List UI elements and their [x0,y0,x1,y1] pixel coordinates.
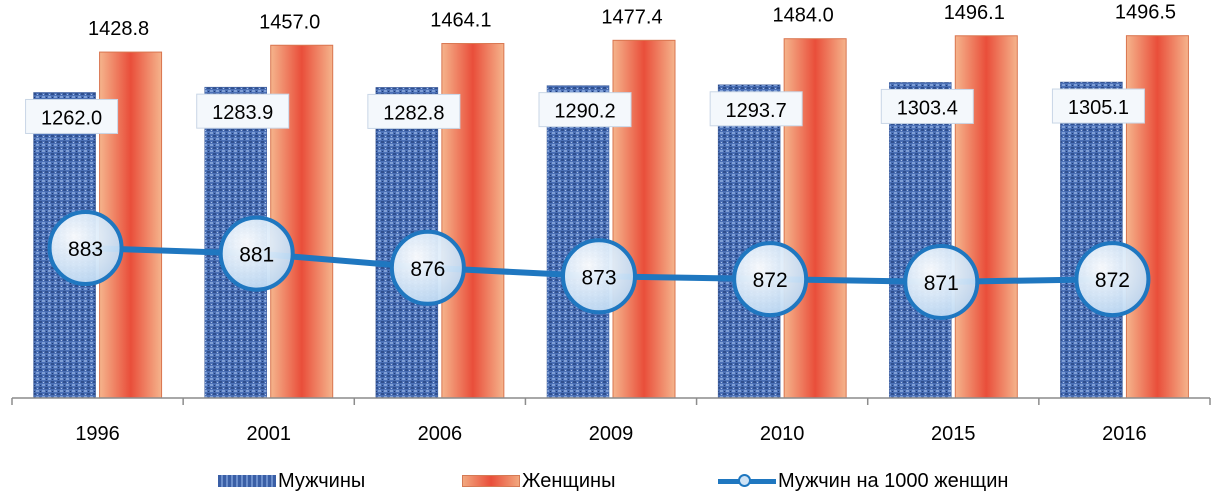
legend-label-men: Мужчины [278,469,366,492]
legend-label-women: Женщины [522,469,616,492]
data-label-ratio: 871 [924,272,959,295]
legend: Мужчины Женщины Мужчин на 1000 женщин [0,468,1226,494]
x-tick-label: 2010 [760,423,805,445]
legend-swatch-ratio [718,474,776,488]
data-label-women: 1457.0 [259,11,320,33]
legend-label-ratio: Мужчин на 1000 женщин [778,469,1009,492]
data-label-women: 1496.5 [1115,2,1176,24]
chart-canvas: 1996 2001 2006 2009 2010 2015 2016 883 881 876 87… [11,2,1211,445]
ratio-marker [732,241,809,318]
data-label-women: 1464.1 [430,10,491,32]
ratio-marker [47,209,124,286]
x-tick-label: 2006 [418,423,463,445]
data-label-men: 1303.4 [897,97,958,119]
data-label-men: 1282.8 [383,102,444,124]
legend-item-men: Мужчины [218,468,365,494]
legend-swatch-men [218,475,276,487]
x-tick-label: 2009 [589,423,634,445]
x-tick-label: 1996 [75,423,120,445]
data-label-box-men [709,91,803,127]
data-label-ratio: 883 [68,238,103,261]
data-labels-layer: 1262.0 1428.8 1283.9 1457.0 1282.8 1464.1 1290… [25,2,1176,134]
legend-swatch-women [462,475,520,487]
data-label-box-men [880,88,974,124]
data-label-women: 1477.4 [601,6,662,28]
ratio-marker [561,238,637,315]
data-label-men: 1262.0 [41,107,102,129]
data-label-men: 1293.7 [726,100,787,122]
data-label-box-men [196,93,290,129]
ratio-marker [903,243,980,320]
ratio-line-layer: 883 881 876 873 872 871 872 [47,209,1151,320]
x-tick-label: 2001 [246,423,291,445]
data-label-ratio: 872 [753,269,788,292]
data-label-women: 1484.0 [773,5,834,27]
data-label-ratio: 873 [581,266,616,289]
bars-layer [33,35,1189,399]
data-label-ratio: 872 [1095,269,1130,292]
data-label-women: 1428.8 [88,18,149,40]
data-label-men: 1305.1 [1068,97,1129,119]
ratio-marker [389,229,466,306]
data-label-men: 1290.2 [554,101,615,123]
ratio-marker [1074,241,1151,318]
data-label-box-men [25,98,119,134]
legend-item-women: Женщины [462,468,615,494]
data-label-ratio: 876 [410,258,445,281]
x-axis: 1996 2001 2006 2009 2010 2015 2016 [11,397,1211,445]
data-label-ratio: 881 [239,244,274,267]
bar-men-2015 [889,82,952,399]
data-label-box-men [538,92,632,128]
bar-men-2016 [1060,81,1123,399]
data-label-women: 1496.1 [944,2,1005,24]
data-label-box-men [367,93,461,129]
ratio-marker [218,215,295,292]
data-label-men: 1283.9 [212,102,273,124]
legend-item-ratio: Мужчин на 1000 женщин [718,468,1008,494]
x-tick-label: 2016 [1102,423,1147,445]
x-tick-label: 2015 [931,423,976,445]
data-label-box-men [1051,88,1145,124]
